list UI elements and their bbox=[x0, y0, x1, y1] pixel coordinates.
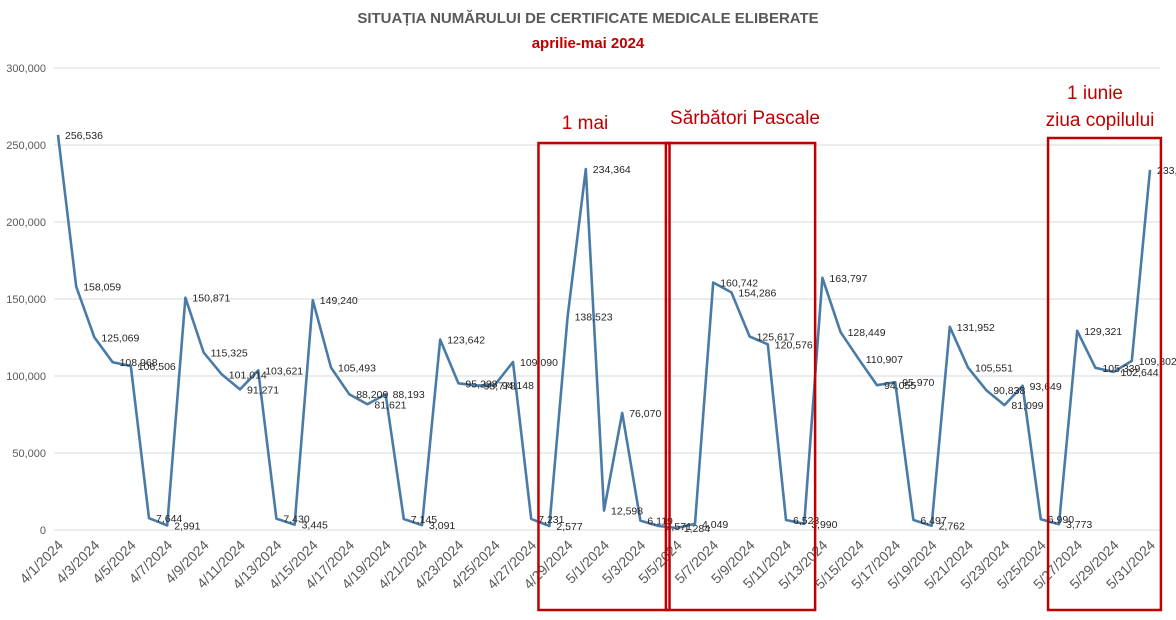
data-label: 115,325 bbox=[211, 347, 248, 359]
data-label: 123,642 bbox=[447, 335, 485, 347]
y-tick-label: 200,000 bbox=[6, 217, 46, 229]
data-label: 103,621 bbox=[265, 365, 303, 377]
annotation-box bbox=[664, 141, 817, 612]
data-label: 6,523 bbox=[793, 515, 819, 527]
data-label: 91,271 bbox=[247, 384, 279, 396]
data-label: 2,577 bbox=[556, 521, 582, 533]
data-label: 105,551 bbox=[975, 362, 1013, 374]
data-label: 94,148 bbox=[502, 380, 534, 392]
y-tick-label: 50,000 bbox=[12, 448, 46, 460]
data-label: 150,871 bbox=[192, 293, 230, 305]
data-label: 7,430 bbox=[283, 514, 309, 526]
y-tick-label: 150,000 bbox=[6, 294, 46, 306]
y-tick-label: 250,000 bbox=[6, 140, 46, 152]
data-label: 81,099 bbox=[1011, 400, 1043, 412]
data-label: 1,284 bbox=[684, 523, 710, 535]
data-label: 94,055 bbox=[884, 380, 916, 392]
data-label: 3,990 bbox=[811, 519, 837, 531]
annotation-box bbox=[537, 141, 671, 612]
data-label: 102,644 bbox=[1121, 367, 1159, 379]
data-label: 88,209 bbox=[356, 389, 388, 401]
y-tick-label: 100,000 bbox=[6, 371, 46, 383]
data-label: 120,576 bbox=[775, 339, 813, 351]
data-label: 234,364 bbox=[593, 164, 631, 176]
data-label: 138,523 bbox=[575, 312, 613, 324]
annotation-box bbox=[1046, 136, 1163, 612]
data-label: 3,773 bbox=[1066, 519, 1092, 531]
data-label: 105,339 bbox=[1102, 363, 1140, 375]
data-label: 105,493 bbox=[338, 363, 376, 375]
data-label: 109,802 bbox=[1139, 356, 1176, 368]
data-label: 158,059 bbox=[83, 282, 121, 294]
data-label: 3,445 bbox=[302, 520, 328, 532]
chart-title: SITUAȚIA NUMĂRULUI DE CERTIFICATE MEDICA… bbox=[357, 10, 819, 27]
data-label: 131,952 bbox=[957, 322, 995, 334]
data-label: 95,233 bbox=[465, 378, 497, 390]
data-label: 6,497 bbox=[920, 515, 946, 527]
annotation-ziua-copilului: ziua copilului bbox=[1045, 110, 1155, 131]
data-label: 154,286 bbox=[738, 287, 776, 299]
chart-subtitle: aprilie-mai 2024 bbox=[531, 35, 645, 52]
data-label: 108,968 bbox=[120, 357, 158, 369]
data-label: 7,644 bbox=[156, 513, 182, 525]
data-label: 7,231 bbox=[538, 514, 564, 526]
data-label: 128,449 bbox=[848, 327, 886, 339]
data-label: 4,049 bbox=[702, 519, 728, 531]
data-label: 125,069 bbox=[101, 332, 139, 344]
data-label: 163,797 bbox=[829, 273, 867, 285]
y-tick-label: 0 bbox=[40, 525, 46, 537]
data-label: 149,240 bbox=[320, 295, 358, 307]
data-label: 110,907 bbox=[866, 354, 903, 366]
data-label: 3,091 bbox=[429, 520, 455, 532]
data-label: 6,990 bbox=[1048, 514, 1074, 526]
data-label: 106,506 bbox=[138, 361, 176, 373]
data-label: 90,838 bbox=[993, 385, 1025, 397]
data-label: 125,617 bbox=[757, 332, 795, 344]
data-label: 101,014 bbox=[229, 369, 267, 381]
data-label: 2,991 bbox=[174, 520, 200, 532]
annotation-1-iunie: 1 iunie bbox=[1067, 83, 1123, 104]
data-label: 256,536 bbox=[65, 130, 103, 142]
annotation-1-mai: 1 mai bbox=[561, 113, 609, 134]
data-label: 93,649 bbox=[1030, 381, 1062, 393]
data-label: 2,762 bbox=[939, 521, 965, 533]
data-label: 129,321 bbox=[1084, 326, 1122, 338]
data-label: 2,571 bbox=[666, 521, 692, 533]
annotation-sarbatori-pascale: Sărbători Pascale bbox=[670, 108, 820, 129]
data-label: 93,778 bbox=[484, 381, 516, 393]
data-label: 7,145 bbox=[411, 514, 437, 526]
data-label: 95,970 bbox=[902, 377, 934, 389]
data-label: 76,070 bbox=[629, 408, 661, 420]
data-label: 81,621 bbox=[374, 399, 406, 411]
data-label: 88,193 bbox=[393, 389, 425, 401]
data-label: 160,742 bbox=[720, 277, 758, 289]
series-line bbox=[56, 134, 1152, 530]
y-tick-label: 300,000 bbox=[6, 63, 46, 75]
data-label: 12,598 bbox=[611, 506, 643, 518]
